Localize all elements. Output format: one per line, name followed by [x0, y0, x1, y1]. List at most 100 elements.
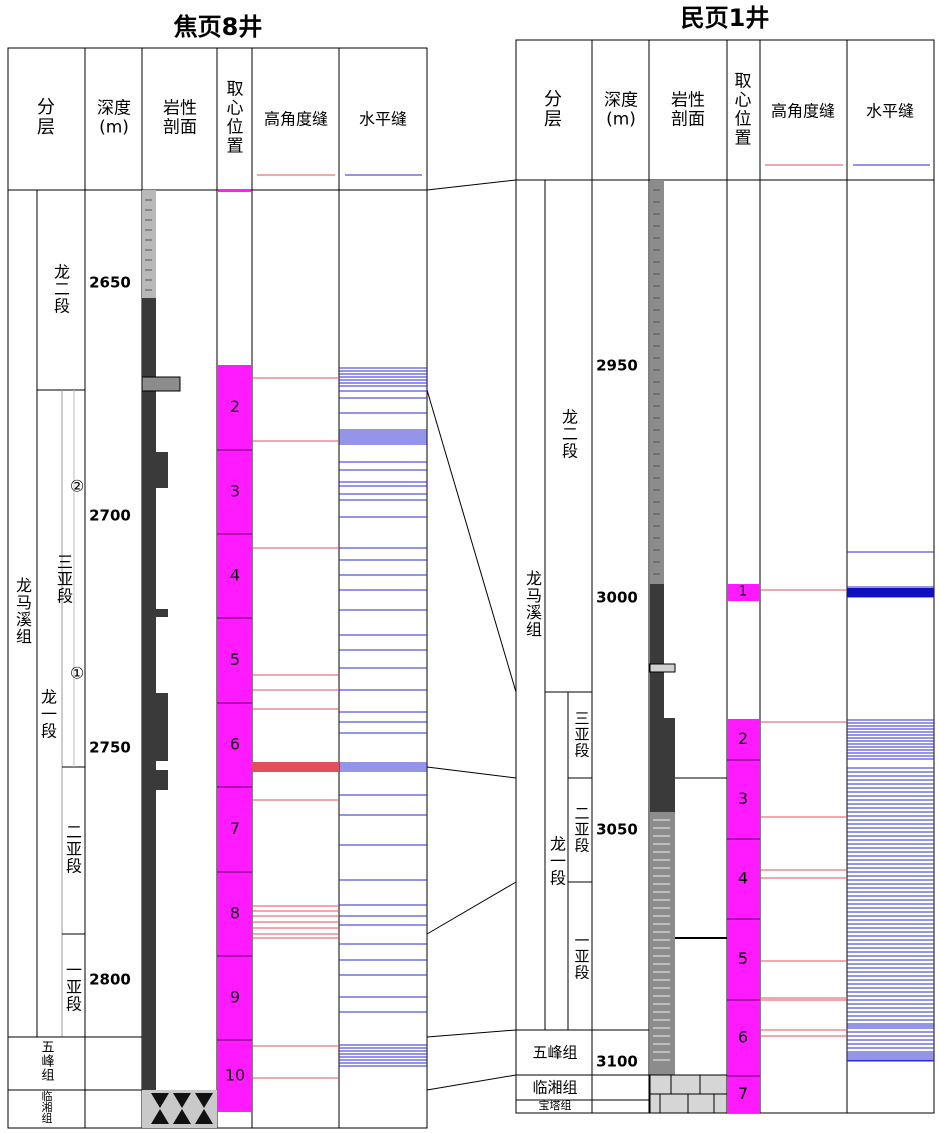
- submember-2-label-char: 段: [66, 857, 82, 876]
- linxiang-label: 临湘组: [42, 1089, 53, 1125]
- wufeng-label-char: 五: [41, 1041, 54, 1056]
- submember-2-label-char: 二: [66, 823, 82, 842]
- lith-bump: [142, 452, 168, 488]
- formation-label-char: 组: [16, 627, 32, 646]
- header-lith-line: 岩性: [671, 91, 705, 111]
- header-high-angle: 高角度缝: [264, 110, 328, 129]
- submarker-1: ①: [70, 664, 84, 683]
- lith-silt-bed: [649, 663, 676, 673]
- header-depth-line: (m): [606, 109, 636, 129]
- core-bar-1: [727, 584, 760, 601]
- submember-1-label-char: 段: [66, 995, 82, 1014]
- lith-nodule-icon: [151, 1093, 169, 1124]
- core-label: 8: [230, 904, 240, 923]
- depth-tick-label: 2950: [596, 357, 638, 375]
- core-label: 7: [738, 1084, 748, 1103]
- core-bar: [217, 365, 252, 1112]
- baota-label: 宝塔组: [539, 1098, 572, 1112]
- linxiang-label-char: 临: [42, 1089, 53, 1103]
- member-upper-label-char: 段: [562, 442, 578, 461]
- header-depth: 深度(m): [604, 91, 638, 130]
- correlation-line: [426, 881, 517, 935]
- depth-tick-label: 3100: [596, 1053, 638, 1071]
- submember-2-label-char: 段: [574, 837, 589, 855]
- member-lower-label: 龙一段: [41, 688, 57, 741]
- member-lower-label-char: 段: [550, 869, 566, 888]
- header-horizontal: 水平缝: [866, 102, 914, 121]
- submember-3-label-char: 段: [574, 742, 589, 760]
- lith-bump: [142, 770, 168, 790]
- formation-label-char: 溪: [16, 610, 32, 629]
- header-lith-line: 剖面: [671, 109, 705, 129]
- member-upper-label-char: 二: [54, 280, 70, 299]
- lith-silt-upper: [142, 190, 156, 298]
- core-label: 5: [738, 949, 748, 968]
- submember-3-label-char: 三: [574, 710, 589, 728]
- correlation-lines: [426, 179, 517, 1091]
- formation-label-char: 马: [526, 586, 542, 605]
- header-depth: 深度(m): [97, 99, 131, 138]
- core-label: 2: [230, 397, 240, 416]
- core-label: 6: [230, 735, 240, 754]
- core-label: 10: [225, 1066, 245, 1085]
- lith-shale-wide: [650, 718, 675, 812]
- lith-silt-bed: [141, 376, 181, 392]
- correlation-line: [426, 1029, 517, 1038]
- submember-2-label: 二亚段: [574, 805, 589, 855]
- member-upper-label: 龙二段: [54, 263, 70, 316]
- depth-tick-label: 3050: [596, 821, 638, 839]
- core-label: 9: [230, 988, 240, 1007]
- lith-nodule-icon: [195, 1093, 213, 1124]
- submember-3-label: 三亚段: [574, 710, 589, 760]
- depth-tick-label: 2800: [89, 971, 131, 989]
- header-strata-char: 分: [544, 89, 562, 110]
- correlation-line: [426, 179, 517, 191]
- header-horizontal: 水平缝: [359, 110, 407, 129]
- submember-2-label-char: 亚: [574, 821, 589, 839]
- wufeng-label-char: 组: [41, 1069, 54, 1084]
- well-title: 民页1井: [681, 4, 770, 32]
- wufeng-label: 五峰组: [532, 1044, 577, 1062]
- core-label: 5: [230, 650, 240, 669]
- core-label: 3: [738, 789, 748, 808]
- header-core-char: 取: [227, 80, 244, 100]
- formation-label-char: 龙: [526, 569, 542, 588]
- header-core-char: 置: [227, 137, 244, 157]
- member-upper-label-char: 段: [54, 297, 70, 316]
- submember-1-label: 一亚段: [66, 961, 82, 1014]
- wufeng-label: 五峰组: [41, 1041, 54, 1084]
- submember-1-label: 一亚段: [574, 932, 589, 982]
- header-strata-char: 层: [544, 109, 562, 130]
- member-lower-label-char: 龙: [550, 835, 566, 854]
- formation-label-char: 溪: [526, 603, 542, 622]
- depth-tick-label: 3000: [596, 589, 638, 607]
- core-label: 4: [738, 869, 748, 888]
- submember-1-label-char: 一: [574, 932, 589, 950]
- submember-3-label-char: 亚: [574, 726, 589, 744]
- submember-3-label-char: 段: [57, 587, 73, 606]
- header-core-char: 心: [735, 91, 752, 111]
- header-depth-line: 深度: [97, 99, 131, 119]
- core-bar: [727, 719, 760, 1113]
- member-lower-label-char: 一: [41, 705, 57, 724]
- header-strata: 分层: [544, 89, 562, 130]
- high-angle-fracture-band: [252, 762, 339, 772]
- member-lower-label-char: 段: [41, 722, 57, 741]
- submember-1-label-char: 亚: [66, 978, 82, 997]
- depth-tick-label: 2750: [89, 739, 131, 757]
- linxiang-label: 临湘组: [532, 1079, 577, 1097]
- member-upper-label-char: 龙: [54, 263, 70, 282]
- wufeng-label-char: 峰: [41, 1055, 54, 1070]
- header-lith-line: 剖面: [163, 117, 197, 137]
- submember-1-label-char: 亚: [574, 948, 589, 966]
- header-core-char: 位: [227, 118, 244, 138]
- well-title: 焦页8井: [174, 13, 263, 41]
- correlation-line: [426, 766, 517, 779]
- header-core-char: 置: [735, 129, 752, 149]
